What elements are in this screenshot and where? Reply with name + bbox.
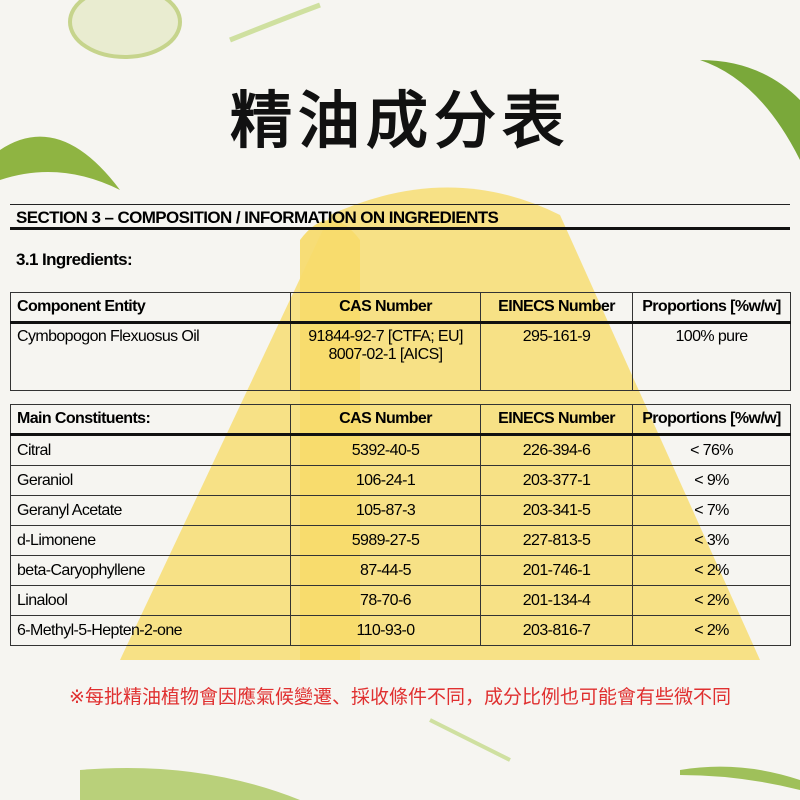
- cell: 226-394-6: [480, 434, 633, 466]
- header-cell: Proportions [%w/w]: [632, 292, 791, 324]
- row: Linalool 78-70-6 201-134-4 < 2%: [10, 585, 791, 616]
- cell: 5392-40-5: [290, 434, 481, 466]
- ingredients-table: Component Entity CAS Number EINECS Numbe…: [10, 292, 791, 391]
- leaf: [429, 718, 511, 762]
- header-cell: Component Entity: [10, 292, 291, 324]
- cell: 201-746-1: [480, 555, 633, 586]
- cell: 87-44-5: [290, 555, 481, 586]
- leaf: [680, 766, 800, 790]
- cell: 6-Methyl-5-Hepten-2-one: [10, 615, 291, 646]
- row: d-Limonene 5989-27-5 227-813-5 < 3%: [10, 525, 791, 556]
- row: Citral 5392-40-5 226-394-6 < 76%: [10, 434, 791, 466]
- leaf: [229, 2, 321, 43]
- header-cell: Proportions [%w/w]: [632, 404, 791, 436]
- cell: Cymbopogon Flexuosus Oil: [10, 322, 291, 391]
- leaf: [0, 136, 120, 190]
- cell: Geranyl Acetate: [10, 495, 291, 526]
- cell: beta-Caryophyllene: [10, 555, 291, 586]
- header-cell: EINECS Number: [480, 404, 633, 436]
- cell: < 3%: [632, 525, 791, 556]
- cell: 5989-27-5: [290, 525, 481, 556]
- cell: Linalool: [10, 585, 291, 616]
- cell: < 9%: [632, 465, 791, 496]
- subheading: 3.1 Ingredients:: [16, 250, 133, 269]
- cell: < 7%: [632, 495, 791, 526]
- cell: d-Limonene: [10, 525, 291, 556]
- cell: 203-341-5: [480, 495, 633, 526]
- header-cell: CAS Number: [290, 292, 481, 324]
- cell: 106-24-1: [290, 465, 481, 496]
- row: Cymbopogon Flexuosus Oil 91844-92-7 [CTF…: [10, 322, 791, 391]
- title: 精油成分表: [229, 84, 570, 157]
- header-row: Main Constituents: CAS Number EINECS Numbe…: [10, 404, 791, 436]
- cell: 91844-92-7 [CTFA; EU] 8007-02-1 [AICS]: [290, 322, 481, 391]
- cell: < 76%: [632, 434, 791, 466]
- section-heading: SECTION 3 – COMPOSITION / INFORMATION ON…: [10, 204, 790, 230]
- cell: < 2%: [632, 615, 791, 646]
- row: 6-Methyl-5-Hepten-2-one 110-93-0 203-816-7…: [10, 615, 791, 646]
- leaf-slice: [68, 0, 182, 59]
- cell: < 2%: [632, 555, 791, 586]
- header-row: Component Entity CAS Number EINECS Numbe…: [10, 292, 791, 324]
- cell: 201-134-4: [480, 585, 633, 616]
- cell: < 2%: [632, 585, 791, 616]
- leaf: [80, 768, 300, 800]
- footnote: ※每批精油植物會因應氣候變遷、採收條件不同，成分比例也可能會有些微不同: [69, 686, 731, 708]
- cell: 203-377-1: [480, 465, 633, 496]
- leaf: [700, 60, 800, 160]
- constituents-table: Main Constituents: CAS Number EINECS Numbe…: [10, 404, 791, 646]
- row: beta-Caryophyllene 87-44-5 201-746-1 < 2%: [10, 555, 791, 586]
- cell: Geraniol: [10, 465, 291, 496]
- cell: 110-93-0: [290, 615, 481, 646]
- cell: 203-816-7: [480, 615, 633, 646]
- cell-line: 8007-02-1 [AICS]: [328, 346, 443, 363]
- header-cell: Main Constituents:: [10, 404, 291, 436]
- cell: 105-87-3: [290, 495, 481, 526]
- cell: 227-813-5: [480, 525, 633, 556]
- cell: Citral: [10, 434, 291, 466]
- row: Geraniol 106-24-1 203-377-1 < 9%: [10, 465, 791, 496]
- cell: 100% pure: [632, 322, 791, 391]
- header-cell: CAS Number: [290, 404, 481, 436]
- cell: 78-70-6: [290, 585, 481, 616]
- cell: 295-161-9: [480, 322, 633, 391]
- cell-line: 91844-92-7 [CTFA; EU]: [308, 328, 463, 345]
- header-cell: EINECS Number: [480, 292, 633, 324]
- row: Geranyl Acetate 105-87-3 203-341-5 < 7%: [10, 495, 791, 526]
